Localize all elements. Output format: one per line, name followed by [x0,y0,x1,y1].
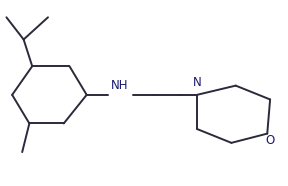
Text: O: O [266,134,275,147]
Text: NH: NH [111,79,128,92]
Text: N: N [193,76,201,89]
